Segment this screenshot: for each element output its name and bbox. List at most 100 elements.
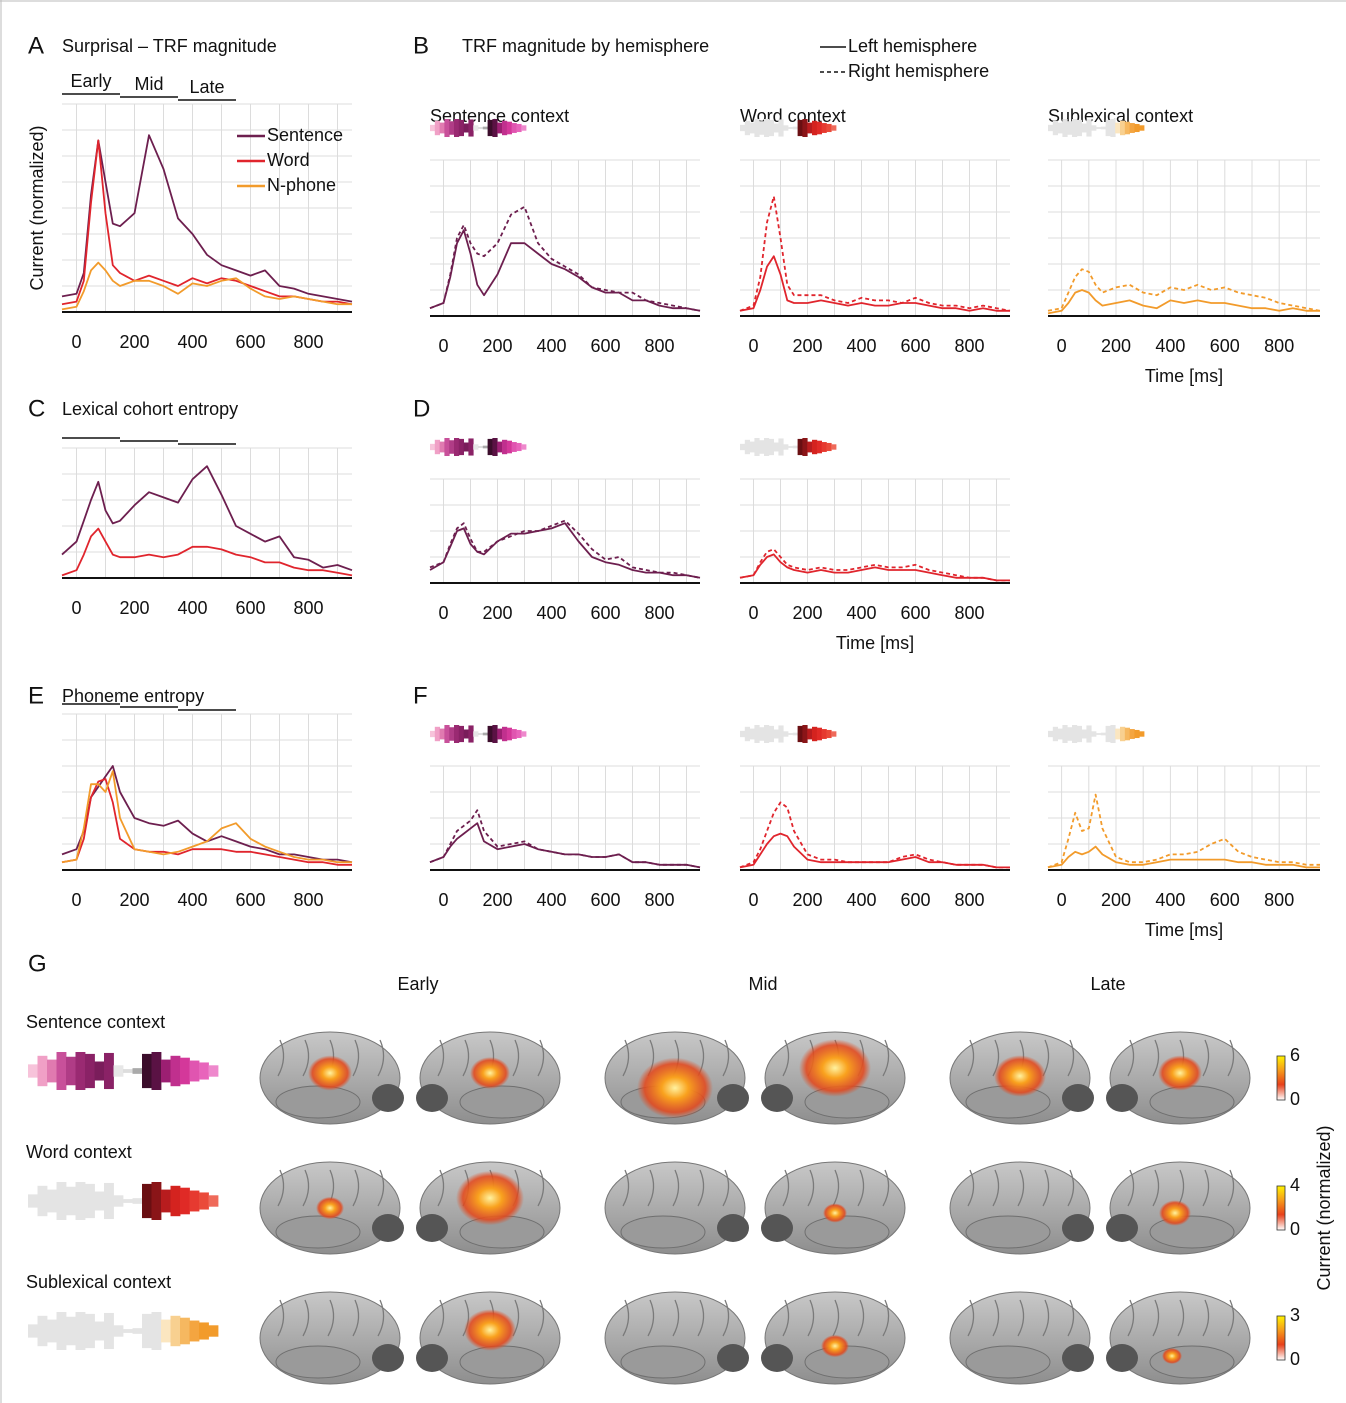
activation xyxy=(316,1196,344,1220)
context-icon xyxy=(487,438,493,456)
context-icon xyxy=(189,1060,200,1082)
sulcus xyxy=(722,1299,730,1337)
context-icon xyxy=(199,1192,209,1210)
sulcus xyxy=(462,1039,470,1077)
activation xyxy=(994,1055,1046,1097)
sulcus xyxy=(377,1039,385,1077)
series-line xyxy=(61,527,353,577)
cerebellum xyxy=(761,1084,793,1112)
context-icon xyxy=(482,445,488,449)
context-icon xyxy=(759,121,765,135)
sulcus xyxy=(1177,1299,1185,1337)
x-tick-label: 800 xyxy=(1264,890,1294,910)
context-icon xyxy=(497,728,503,740)
context-icon xyxy=(1076,725,1082,743)
time-window-label: Mid xyxy=(134,74,163,94)
x-tick-label: 800 xyxy=(293,890,323,910)
x-tick-label: 600 xyxy=(235,598,265,618)
context-icon xyxy=(487,725,493,743)
x-tick-label: 200 xyxy=(792,890,822,910)
activation xyxy=(1158,1055,1202,1091)
context-icon xyxy=(47,1319,57,1343)
x-tick-label: 600 xyxy=(235,890,265,910)
context-icon xyxy=(1048,730,1054,738)
context-icon xyxy=(516,442,522,452)
context-icon xyxy=(1124,121,1130,135)
context-icon xyxy=(821,123,827,133)
temporal-lobe xyxy=(804,1215,890,1249)
sulcus xyxy=(1152,1169,1160,1207)
activation xyxy=(799,1039,871,1097)
context-icon xyxy=(1115,728,1121,740)
legend-label: N-phone xyxy=(267,175,336,195)
brain xyxy=(604,1291,749,1385)
context-icon xyxy=(744,120,750,136)
context-icon xyxy=(85,1313,95,1349)
colorbar-tick-label: 0 xyxy=(1290,1219,1300,1239)
context-icon xyxy=(1076,119,1082,137)
colorbar xyxy=(1276,1185,1286,1231)
context-icon xyxy=(502,120,508,136)
context-icon xyxy=(759,440,765,454)
context-icon xyxy=(132,1068,143,1074)
sulcus xyxy=(277,1039,285,1077)
temporal-lobe xyxy=(275,1345,361,1379)
legend-label: Left hemisphere xyxy=(848,36,977,56)
series-line xyxy=(739,195,1011,312)
activation xyxy=(456,1170,524,1226)
context-icon xyxy=(37,1315,48,1347)
context-icon xyxy=(142,1183,152,1219)
series-line xyxy=(429,822,701,869)
x-tick-label: 800 xyxy=(644,336,674,356)
x-tick-label: 800 xyxy=(293,332,323,352)
x-tick-label: 600 xyxy=(235,332,265,352)
brain xyxy=(949,1291,1094,1385)
sulcus xyxy=(277,1299,285,1337)
context-icon xyxy=(1110,725,1116,743)
context-icon xyxy=(492,119,498,137)
context-icon xyxy=(439,441,445,453)
sulcus xyxy=(967,1169,975,1207)
context-icon xyxy=(454,725,460,743)
x-tick-label: 0 xyxy=(1057,336,1067,356)
context-icon xyxy=(142,1053,152,1089)
activation xyxy=(637,1057,713,1119)
context-icon xyxy=(28,1064,38,1078)
context-icon xyxy=(497,441,503,453)
context-icon xyxy=(47,1189,57,1213)
context-icon xyxy=(75,1052,86,1090)
row-label: Sentence context xyxy=(26,1012,165,1032)
temporal-lobe xyxy=(965,1345,1051,1379)
cerebellum xyxy=(761,1344,793,1372)
context-icon xyxy=(511,123,517,133)
context-icon xyxy=(1110,119,1116,137)
brain xyxy=(761,1031,906,1125)
context-icon xyxy=(506,121,512,135)
context-icon xyxy=(802,725,808,743)
x-tick-label: 600 xyxy=(900,336,930,356)
x-tick-label: 800 xyxy=(954,603,984,623)
context-icon xyxy=(1067,121,1073,135)
context-icon xyxy=(773,442,779,452)
context-icon xyxy=(802,119,808,137)
sulcus xyxy=(647,1299,655,1337)
context-icon xyxy=(75,1312,86,1350)
context-icon xyxy=(1100,732,1106,736)
context-icon xyxy=(439,728,445,740)
context-icon xyxy=(434,726,440,742)
context-icon xyxy=(1134,729,1140,739)
context-icon xyxy=(1052,120,1058,136)
context-icon xyxy=(123,1069,133,1073)
cerebellum xyxy=(761,1214,793,1242)
x-tick-label: 0 xyxy=(71,890,81,910)
subplot-title: Sublexical context xyxy=(1048,106,1193,126)
context-icon xyxy=(85,1183,95,1219)
context-icon xyxy=(1072,119,1078,137)
sulcus xyxy=(302,1299,310,1337)
context-icon xyxy=(788,127,794,129)
context-icon xyxy=(1057,122,1063,134)
sulcus xyxy=(302,1039,310,1077)
column-label: Mid xyxy=(748,974,777,994)
context-icon xyxy=(444,119,450,137)
x-tick-label: 800 xyxy=(293,598,323,618)
